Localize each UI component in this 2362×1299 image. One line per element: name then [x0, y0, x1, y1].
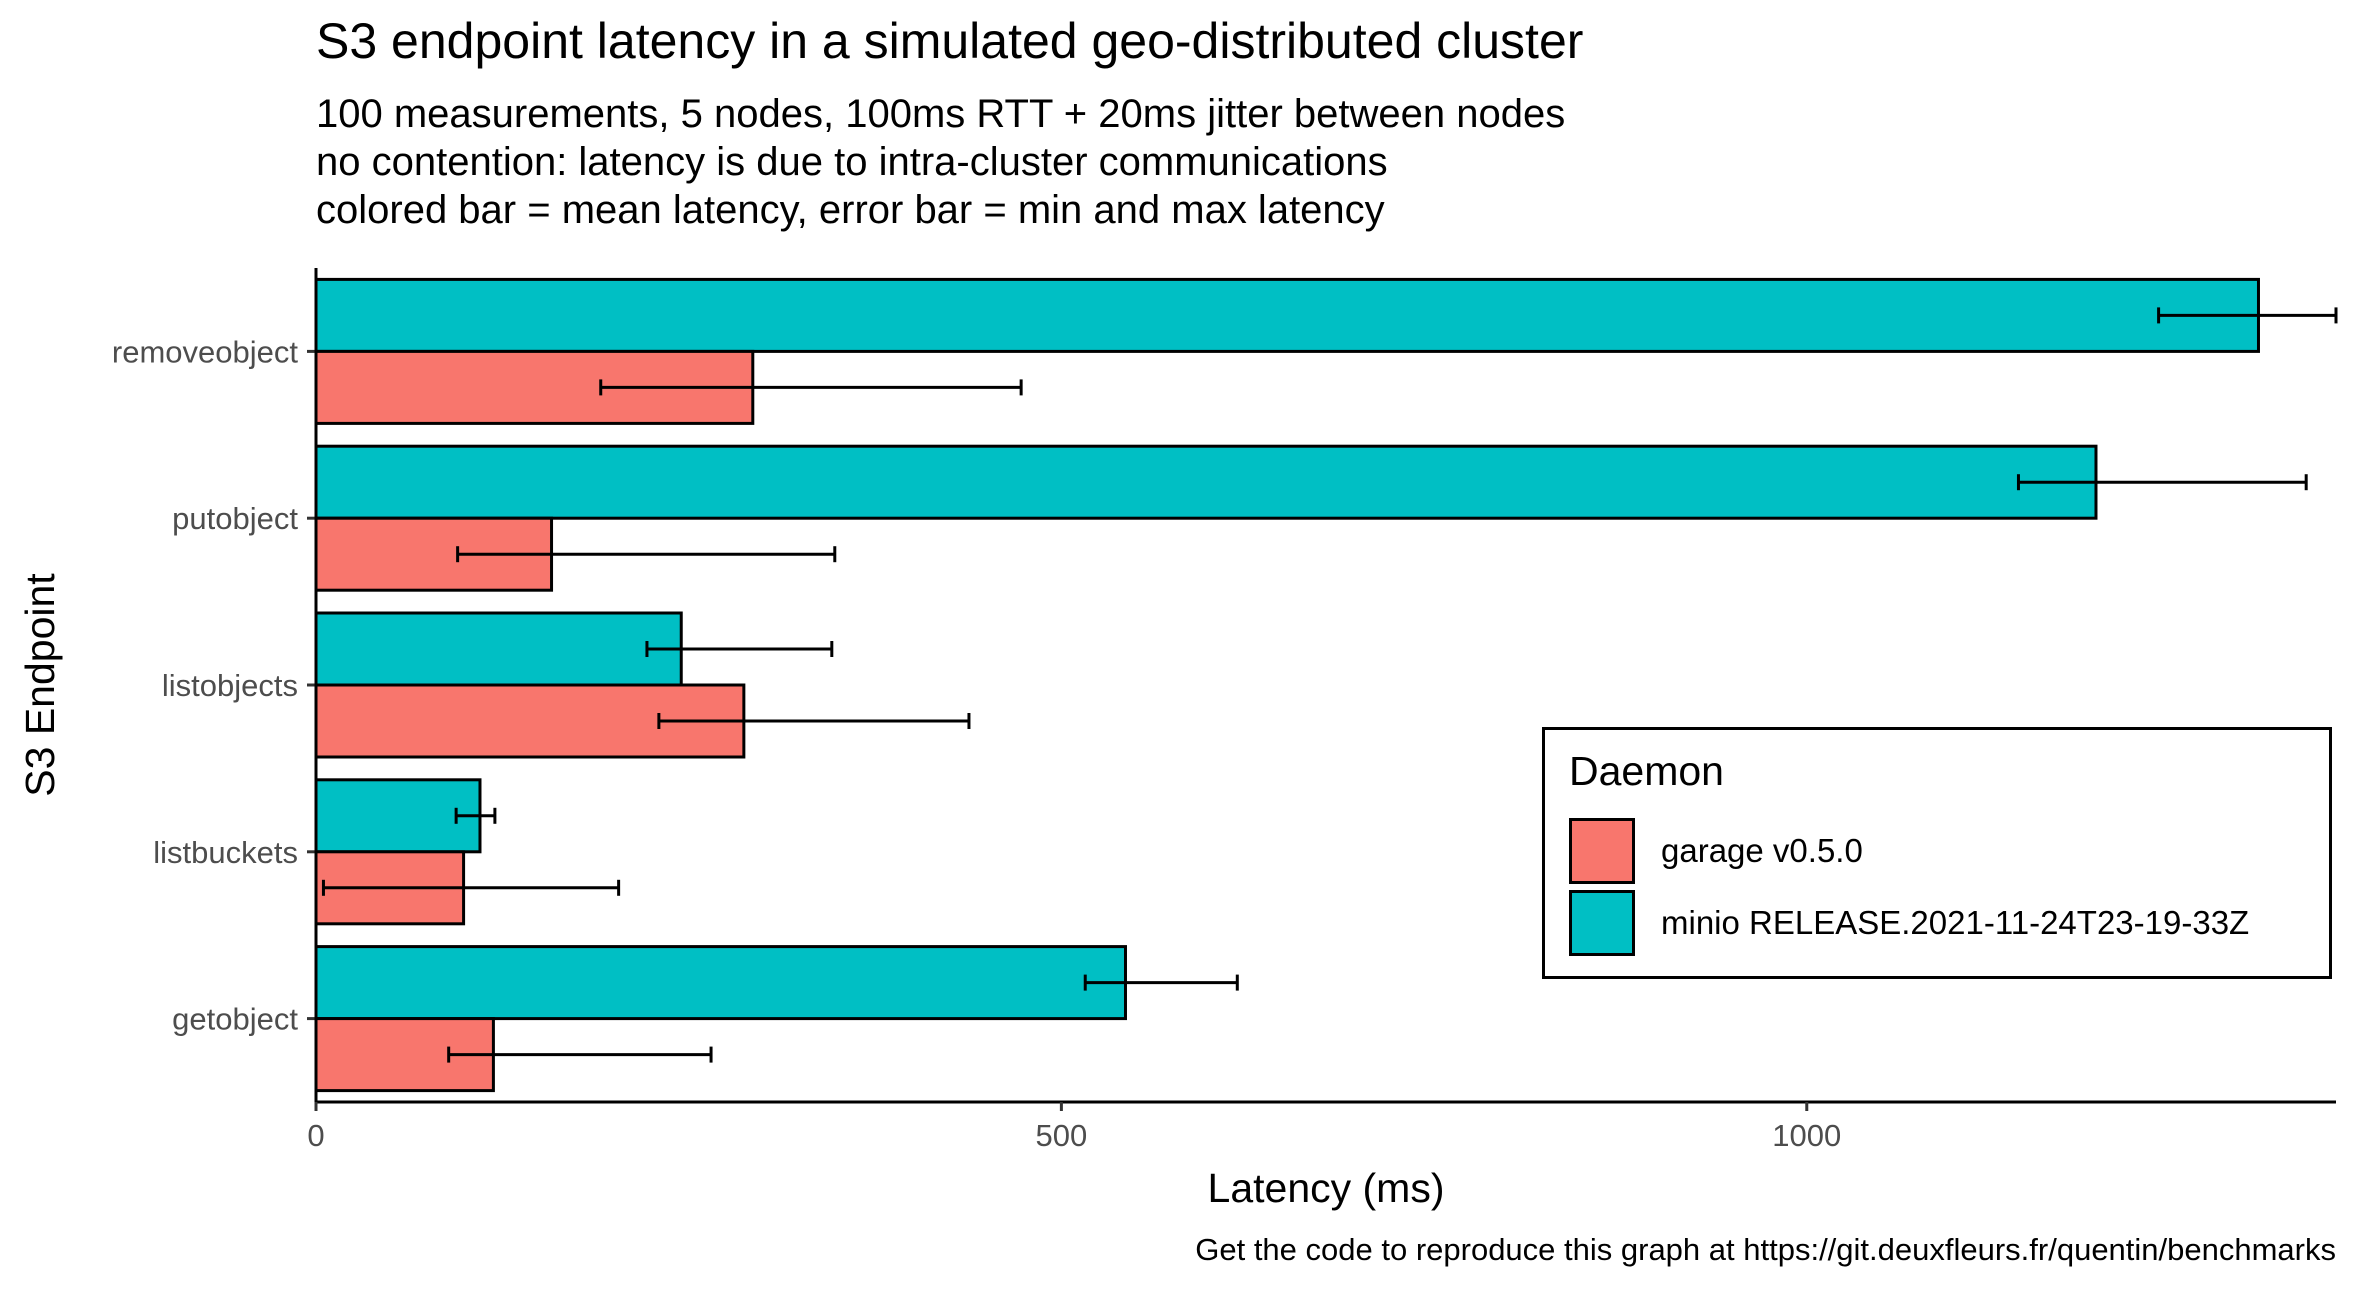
bar-getobject-minio: [314, 945, 1127, 1021]
legend-label-minio: minio RELEASE.2021-11-24T23-19-33Z: [1661, 904, 2250, 941]
legend-title: Daemon: [1569, 748, 1724, 794]
y-tick-label-listobjects: listobjects: [162, 668, 298, 703]
x-axis-label: Latency (ms): [1208, 1165, 1445, 1211]
y-tick-label-removeobject: removeobject: [112, 334, 298, 369]
legend-swatch-minio: [1569, 890, 1635, 956]
chart-subtitle-line-1: 100 measurements, 5 nodes, 100ms RTT + 2…: [316, 92, 1566, 136]
bar-putobject-minio: [314, 444, 2098, 520]
chart-subtitle-line-3: colored bar = mean latency, error bar = …: [316, 188, 1385, 232]
bar-removeobject-minio: [314, 277, 2260, 353]
legend-swatch-garage: [1569, 818, 1635, 884]
chart-subtitle-line-2: no contention: latency is due to intra-c…: [316, 140, 1388, 184]
legend: Daemon garage v0.5.0 minio RELEASE.2021-…: [1542, 727, 2332, 979]
y-tick-label-getobject: getobject: [172, 1002, 298, 1037]
legend-label-garage: garage v0.5.0: [1661, 832, 1863, 869]
y-tick-label-listbuckets: listbuckets: [153, 835, 298, 870]
y-tick-label-putobject: putobject: [172, 501, 298, 536]
bar-listobjects-minio: [314, 611, 683, 687]
x-tick-label-0: 0: [307, 1118, 324, 1153]
chart-caption: Get the code to reproduce this graph at …: [1195, 1232, 2336, 1267]
x-tick-label-500: 500: [1036, 1118, 1088, 1153]
x-tick-label-1000: 1000: [1772, 1118, 1841, 1153]
chart-title: S3 endpoint latency in a simulated geo-d…: [316, 13, 1584, 69]
y-axis-label: S3 Endpoint: [17, 573, 63, 797]
